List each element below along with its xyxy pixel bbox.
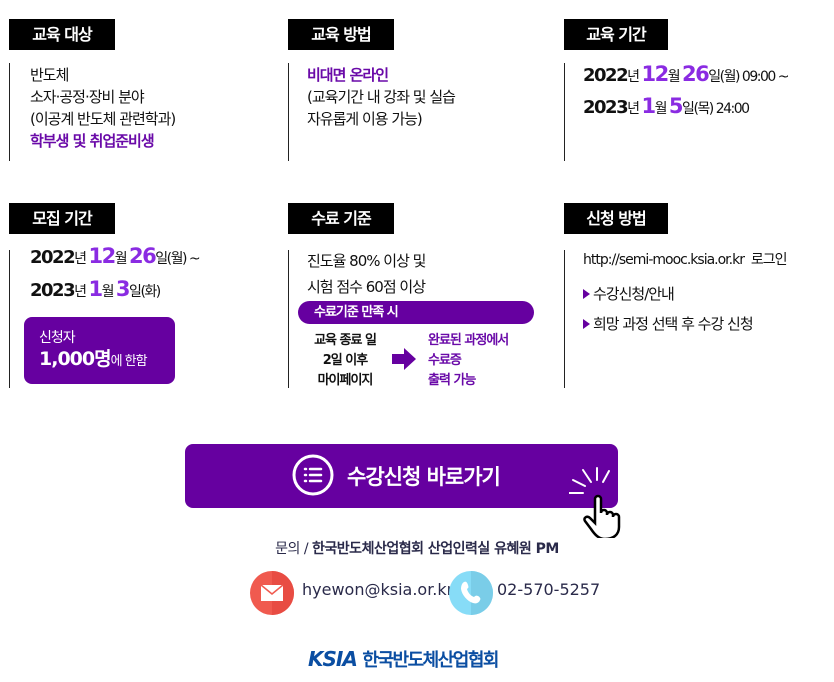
apply-step: 수강신청/안내 — [583, 283, 675, 305]
divider — [288, 250, 289, 388]
text-line: 시험 점수 60점 이상 — [307, 278, 426, 296]
section-title-period: 교육 기간 — [564, 19, 668, 50]
applicant-limit-badge: 신청자 1,000명에 한함 — [24, 317, 175, 384]
ksia-logo: KSIA 한국반도체산업협회 — [308, 647, 499, 671]
triangle-bullet-icon — [583, 319, 590, 329]
section-title-completion: 수료 기준 — [288, 203, 394, 234]
method-highlight: 비대면 온라인 — [307, 66, 389, 84]
period-start: 2022년 12월 26일(월) 09:00 ~ — [583, 62, 789, 86]
section-title-method: 교육 방법 — [288, 19, 394, 50]
apply-shortcut-button[interactable]: 수강신청 바로가기 — [185, 444, 621, 538]
target-highlight: 학부생 및 취업준비생 — [30, 132, 155, 150]
text-line: (교육기간 내 강좌 및 실습 — [307, 88, 456, 106]
contact-email[interactable]: hyewon@ksia.or.kr — [302, 580, 454, 599]
section-title-target: 교육 대상 — [9, 19, 115, 50]
recruit-start: 2022년 12월 26일(월) ~ — [30, 244, 201, 268]
section-title-apply: 신청 방법 — [564, 203, 668, 234]
apply-url[interactable]: http://semi-mooc.ksia.or.kr — [583, 252, 745, 268]
text-line: 자유롭게 이용 가능) — [307, 110, 423, 128]
completion-right: 완료된 과정에서 수료증 출력 가능 — [428, 333, 509, 388]
recruit-end: 2023년 1월 3일(화) — [30, 277, 161, 301]
badge-label: 신청자 — [39, 330, 76, 346]
target-text: 반도체 소자·공정·장비 분야 (이공계 반도체 관련학과) 학부생 및 취업준… — [30, 64, 176, 152]
triangle-bullet-icon — [583, 289, 590, 299]
contact-phone[interactable]: 02-570-5257 — [497, 580, 601, 599]
hand-pointer-icon — [569, 467, 621, 538]
contact-line: 문의 / 한국반도체산업협회 산업인력실 유혜원 PM — [275, 541, 559, 557]
badge-count: 1,000명에 한함 — [39, 348, 148, 370]
email-icon — [250, 571, 294, 615]
apply-step: 희망 과정 선택 후 수강 신청 — [583, 313, 754, 335]
list-icon — [292, 454, 334, 496]
divider — [564, 63, 565, 161]
divider — [9, 250, 10, 388]
text-line: (이공계 반도체 관련학과) — [30, 110, 176, 128]
text-line: 소자·공정·장비 분야 — [30, 88, 145, 106]
completion-text: 진도율 80% 이상 및 시험 점수 60점 이상 — [307, 248, 426, 300]
divider — [288, 63, 289, 161]
method-text: 비대면 온라인 (교육기간 내 강좌 및 실습 자유롭게 이용 가능) — [307, 64, 456, 130]
completion-bar: 수료기준 만족 시 — [298, 301, 534, 324]
divider — [564, 250, 565, 388]
completion-left: 교육 종료 일 2일 이후 마이페이지 — [314, 333, 377, 388]
text-line: 반도체 — [30, 66, 69, 84]
cta-label: 수강신청 바로가기 — [347, 465, 501, 489]
text-line: 진도율 80% 이상 및 — [307, 252, 426, 270]
apply-url-line: http://semi-mooc.ksia.or.kr 로그인 — [583, 252, 788, 268]
arrow-right-icon — [392, 348, 416, 370]
divider — [9, 63, 10, 161]
section-title-recruit: 모집 기간 — [9, 203, 115, 234]
period-end: 2023년 1월 5일(목) 24:00 — [583, 94, 750, 118]
phone-icon — [449, 571, 493, 615]
